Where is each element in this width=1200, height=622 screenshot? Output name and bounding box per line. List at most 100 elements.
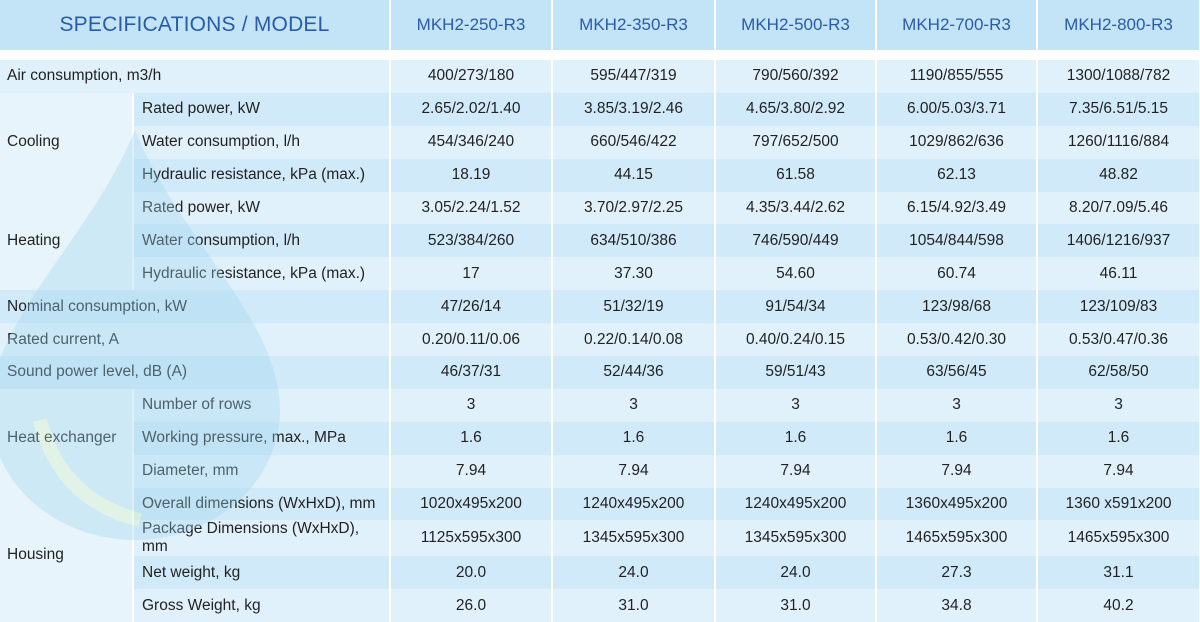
parameter-label: Water consumption, l/h <box>133 125 391 159</box>
parameter-label: Package Dimensions (WxHxD), mm <box>133 520 391 557</box>
value-cell: 17 <box>390 257 553 291</box>
value-cell: 7.35/6.51/5.15 <box>1037 92 1200 126</box>
table-row: Water consumption, l/h 454/346/240 660/546… <box>0 125 1200 159</box>
value-cell: 1406/1216/937 <box>1037 224 1200 258</box>
category-label: Heat exchanger <box>0 388 134 488</box>
spec-model-header: SPECIFICATIONS / MODEL <box>0 0 391 50</box>
value-cell: 1260/1116/884 <box>1037 125 1200 159</box>
value-cell: 46/37/31 <box>390 356 553 389</box>
value-cell: 1125x595x300 <box>390 520 553 557</box>
value-cell: 0.20/0.11/0.06 <box>390 323 553 357</box>
value-cell: 62/58/50 <box>1037 356 1200 389</box>
value-cell: 4.65/3.80/2.92 <box>715 92 877 126</box>
spacer <box>0 50 1200 60</box>
value-cell: 34.8 <box>876 589 1038 622</box>
parameter-label: Overall dimensions (WxHxD), mm <box>133 487 391 521</box>
value-cell: 1.6 <box>715 421 877 455</box>
value-cell: 1345x595x300 <box>715 520 877 557</box>
table-body: Air consumption, m3/h 400/273/180 595/447/… <box>0 60 1200 622</box>
value-cell: 31.1 <box>1037 556 1200 590</box>
value-cell: 1345x595x300 <box>552 520 716 557</box>
value-cell: 1300/1088/782 <box>1037 60 1200 93</box>
value-cell: 1.6 <box>390 421 553 455</box>
table-row: Nominal consumption, kW 47/26/14 51/32/19 9… <box>0 290 1200 324</box>
category-label: Housing <box>0 487 134 622</box>
table-row: Housing Overall dimensions (WxHxD), mm 102… <box>0 487 1200 622</box>
value-cell: 2.65/2.02/1.40 <box>390 92 553 126</box>
value-cell: 51/32/19 <box>552 290 716 324</box>
parameter-label: Diameter, mm <box>133 454 391 488</box>
parameter-label: Working pressure, max., MPa <box>133 421 391 455</box>
value-cell: 1.6 <box>552 421 716 455</box>
value-cell: 3.70/2.97/2.25 <box>552 191 716 225</box>
table-row: Cooling Rated power, kW 2.65/2.02/1.40 3.85… <box>0 92 1200 192</box>
model-header: MKH2-250-R3 <box>390 0 553 50</box>
value-cell: 1465x595x300 <box>1037 520 1200 557</box>
table-row: Package Dimensions (WxHxD), mm 1125x595x3… <box>0 520 1200 557</box>
value-cell: 634/510/386 <box>552 224 716 258</box>
table-row: Net weight, kg 20.0 24.0 24.0 27.3 31.1 <box>0 556 1200 590</box>
spacer-row <box>0 50 1200 60</box>
value-cell: 59/51/43 <box>715 356 877 389</box>
value-cell: 44.15 <box>552 158 716 192</box>
parameter-label: Gross Weight, kg <box>133 589 391 622</box>
value-cell: 60.74 <box>876 257 1038 291</box>
category-label: Cooling <box>0 92 134 192</box>
table-row: Heat exchanger Number of rows 3 3 3 3 3 <box>0 388 1200 488</box>
parameter-label: Hydraulic resistance, kPa (max.) <box>133 158 391 192</box>
value-cell: 8.20/7.09/5.46 <box>1037 191 1200 225</box>
value-cell: 797/652/500 <box>715 125 877 159</box>
value-cell: 26.0 <box>390 589 553 622</box>
parameter-label: Net weight, kg <box>133 556 391 590</box>
table-row: Water consumption, l/h 523/384/260 634/510… <box>0 224 1200 258</box>
value-cell: 18.19 <box>390 158 553 192</box>
parameter-label: Water consumption, l/h <box>133 224 391 258</box>
value-cell: 24.0 <box>715 556 877 590</box>
table-row: Air consumption, m3/h 400/273/180 595/447/… <box>0 60 1200 93</box>
parameter-label: Hydraulic resistance, kPa (max.) <box>133 257 391 291</box>
value-cell: 746/590/449 <box>715 224 877 258</box>
model-header: MKH2-350-R3 <box>552 0 716 50</box>
value-cell: 523/384/260 <box>390 224 553 258</box>
value-cell: 3.05/2.24/1.52 <box>390 191 553 225</box>
value-cell: 61.58 <box>715 158 877 192</box>
value-cell: 123/109/83 <box>1037 290 1200 324</box>
value-cell: 6.15/4.92/3.49 <box>876 191 1038 225</box>
value-cell: 660/546/422 <box>552 125 716 159</box>
model-header: MKH2-700-R3 <box>876 0 1038 50</box>
table-row: Hydraulic resistance, kPa (max.) 18.19 44.… <box>0 158 1200 192</box>
value-cell: 3 <box>390 388 553 422</box>
parameter-label: Rated power, kW <box>133 92 391 126</box>
parameter-label: Air consumption, m3/h <box>0 60 391 93</box>
value-cell: 400/273/180 <box>390 60 553 93</box>
value-cell: 7.94 <box>390 454 553 488</box>
value-cell: 1190/855/555 <box>876 60 1038 93</box>
value-cell: 46.11 <box>1037 257 1200 291</box>
table-row: Sound power level, dB (A) 46/37/31 52/44/3… <box>0 356 1200 389</box>
parameter-label: Rated power, kW <box>133 191 391 225</box>
value-cell: 7.94 <box>876 454 1038 488</box>
value-cell: 48.82 <box>1037 158 1200 192</box>
value-cell: 1240x495x200 <box>715 487 877 521</box>
table-row: Hydraulic resistance, kPa (max.) 17 37.30 5… <box>0 257 1200 291</box>
table-row: Working pressure, max., MPa 1.6 1.6 1.6 1.6 1… <box>0 421 1200 455</box>
value-cell: 0.22/0.14/0.08 <box>552 323 716 357</box>
value-cell: 454/346/240 <box>390 125 553 159</box>
value-cell: 7.94 <box>1037 454 1200 488</box>
model-header: MKH2-500-R3 <box>715 0 877 50</box>
value-cell: 595/447/319 <box>552 60 716 93</box>
value-cell: 1240x495x200 <box>552 487 716 521</box>
value-cell: 27.3 <box>876 556 1038 590</box>
table-row: Diameter, mm 7.94 7.94 7.94 7.94 7.94 <box>0 454 1200 488</box>
value-cell: 1.6 <box>1037 421 1200 455</box>
value-cell: 0.53/0.47/0.36 <box>1037 323 1200 357</box>
value-cell: 7.94 <box>715 454 877 488</box>
table-row: Rated current, A 0.20/0.11/0.06 0.22/0.14/… <box>0 323 1200 357</box>
value-cell: 63/56/45 <box>876 356 1038 389</box>
value-cell: 3.85/3.19/2.46 <box>552 92 716 126</box>
value-cell: 31.0 <box>552 589 716 622</box>
value-cell: 1029/862/636 <box>876 125 1038 159</box>
value-cell: 1020x495x200 <box>390 487 553 521</box>
value-cell: 91/54/34 <box>715 290 877 324</box>
